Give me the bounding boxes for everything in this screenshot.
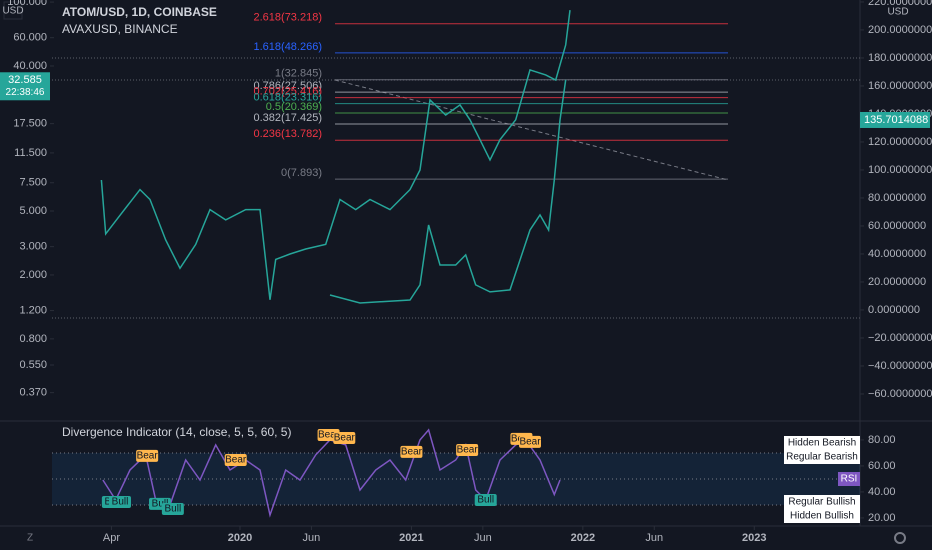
- fib-label: 0.786(27.506): [254, 80, 323, 92]
- x-tick-label: Jun: [474, 532, 492, 544]
- x-tick-label: 2021: [399, 532, 423, 544]
- y2-tick-label: 40.0000000: [868, 248, 926, 260]
- divergence-label: Bear: [457, 445, 479, 456]
- y2-tick-label: −60.0000000: [868, 388, 932, 400]
- divergence-label: Bear: [401, 447, 423, 458]
- divergence-label: Bull: [165, 504, 182, 515]
- y2-tick-label: −20.0000000: [868, 332, 932, 344]
- y2-tick-label: 220.0000000: [868, 0, 932, 8]
- divergence-label-bg: [136, 449, 159, 462]
- x-tick-label: Jun: [645, 532, 663, 544]
- y-tick-label: 40.000: [13, 60, 47, 72]
- divergence-label: Bear: [334, 433, 356, 444]
- divergence-label: Bear: [225, 455, 247, 466]
- rsi-line: [102, 428, 561, 518]
- price-line-series: [100, 10, 571, 300]
- y2-tick-label: 0.0000000: [868, 304, 920, 316]
- compare-title: AVAXUSD, BINANCE: [62, 22, 178, 36]
- x-tick-label: Apr: [103, 532, 120, 544]
- scale-label-bg: [784, 509, 860, 523]
- y-tick-label: 11.500: [14, 147, 47, 159]
- x-tick-label: 2023: [742, 532, 766, 544]
- indicator-title: Divergence Indicator (14, close, 5, 5, 6…: [62, 425, 291, 439]
- indicator-tick-label: 80.00: [868, 434, 896, 446]
- y2-tick-label: 60.0000000: [868, 220, 926, 232]
- fib-label: 0(7.893): [281, 167, 322, 179]
- scale-label: Regular Bearish: [786, 452, 858, 463]
- y-tick-label: 5.000: [19, 205, 47, 217]
- y2-tick-label: 120.0000000: [868, 136, 932, 148]
- y-tick-label: 2.000: [19, 269, 47, 281]
- divergence-label: Bull: [152, 499, 169, 510]
- y2-tick-label: 160.0000000: [868, 80, 932, 92]
- scale-label-bg: [784, 450, 860, 464]
- divergence-label: Bull: [477, 495, 494, 506]
- y2-tick-label: −40.0000000: [868, 360, 932, 372]
- y-tick-label: 100.000: [7, 0, 47, 8]
- last-price2-badge: [860, 111, 930, 128]
- indicator-tick-label: 40.00: [868, 486, 896, 498]
- divergence-label-bg: [400, 445, 423, 458]
- fib-label: 0.5(20.369): [266, 101, 322, 113]
- x-tick-label: Jun: [303, 532, 321, 544]
- last-price2-label: 135.7014088: [864, 114, 928, 126]
- divergence-label-bg: [519, 435, 541, 448]
- y-tick-label: 60.000: [13, 32, 47, 44]
- y2-tick-label: 80.0000000: [868, 192, 926, 204]
- y2-tick-label: 20.0000000: [868, 276, 926, 288]
- divergence-label-bg: [333, 431, 356, 444]
- settings-icon[interactable]: [894, 532, 906, 544]
- x-tick-label: 2020: [228, 532, 252, 544]
- indicator-tick-label: 60.00: [868, 460, 896, 472]
- unit-box: [3, 1, 23, 20]
- countdown: 22:38:46: [6, 87, 45, 98]
- y-tick-label: 7.500: [19, 177, 47, 189]
- fib-label: 1.618(48.266): [254, 41, 323, 53]
- divergence-label-bg: [224, 453, 247, 466]
- y-tick-label: 3.000: [19, 241, 47, 253]
- trend-line: [334, 79, 729, 181]
- fib-label: 0.618(23.316): [254, 92, 323, 104]
- scale-label: Hidden Bearish: [788, 438, 856, 449]
- divergence-label: Bear: [318, 430, 340, 441]
- scale-label: RSI: [841, 474, 858, 485]
- divergence-label-bg: [109, 495, 131, 508]
- divergence-label-bg: [161, 502, 184, 515]
- divergence-label: Bear: [137, 451, 159, 462]
- last-price-label: 32.585: [8, 74, 42, 86]
- y2-unit: USD: [887, 7, 908, 18]
- divergence-label-bg: [474, 494, 497, 506]
- y2-tick-label: 200.0000000: [868, 24, 932, 36]
- indicator-tick-label: 20.00: [868, 512, 896, 524]
- last-price-badge: [0, 72, 50, 101]
- zoom-icon[interactable]: Z: [27, 533, 33, 544]
- y2-tick-label: 100.0000000: [868, 164, 932, 176]
- y2-tick-label: 180.0000000: [868, 52, 932, 64]
- fib-label: 1(32.845): [275, 68, 322, 80]
- y-tick-label: 0.800: [19, 333, 47, 345]
- fib-label: 2.618(73.218): [254, 12, 323, 24]
- scale-label: Regular Bullish: [788, 497, 855, 508]
- symbol-title: ATOM/USD, 1D, COINBASE: [62, 5, 217, 19]
- price-line-series: [329, 79, 567, 304]
- y-tick-label: 0.370: [19, 387, 47, 399]
- x-tick-label: 2022: [571, 532, 595, 544]
- y-unit: USD: [2, 6, 23, 17]
- scale-label-bg: [784, 495, 860, 509]
- divergence-label-bg: [456, 443, 479, 456]
- y-tick-label: 1.200: [19, 304, 47, 316]
- fib-label: 0.382(17.425): [254, 112, 323, 124]
- scale-label-bg: [838, 472, 860, 486]
- y-tick-label: 17.500: [13, 118, 47, 130]
- scale-label-bg: [784, 436, 860, 450]
- divergence-label: Bull: [112, 497, 129, 508]
- scale-label: Hidden Bullish: [790, 511, 854, 522]
- fib-label: 0.236(13.782): [254, 128, 323, 140]
- y-tick-label: 0.550: [19, 359, 47, 371]
- fib-label: 0.702(25.416): [254, 86, 323, 98]
- divergence-label: Bear: [519, 437, 541, 448]
